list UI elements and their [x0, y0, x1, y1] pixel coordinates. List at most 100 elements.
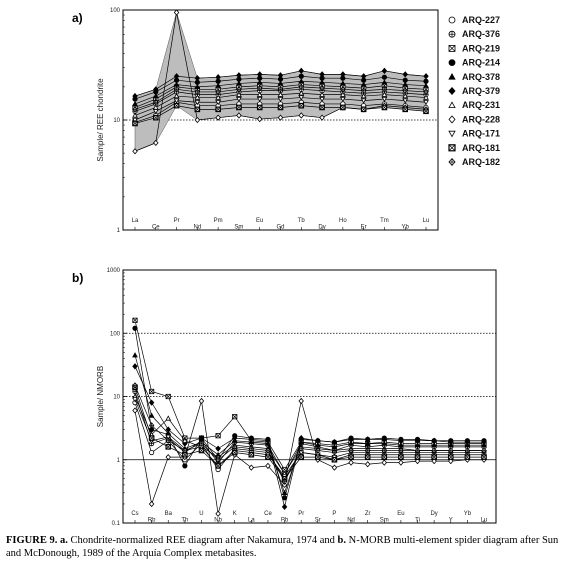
data-point-shape: [165, 434, 172, 440]
data-point: [215, 100, 222, 106]
data-point-d2: [381, 454, 387, 460]
data-point: [152, 93, 159, 99]
data-point-shape: [348, 436, 354, 443]
data-point: [132, 407, 138, 414]
data-point-d2: [149, 435, 155, 441]
data-point-shape: [298, 112, 305, 119]
data-point-d2: [149, 389, 155, 394]
data-point-shape: [256, 71, 263, 78]
category-label-dy: Dy: [430, 511, 437, 517]
data-point: [148, 435, 155, 441]
data-point-shape: [464, 438, 471, 446]
legend-label: ARQ-214: [462, 58, 500, 68]
panel-label-a: a): [72, 11, 83, 25]
data-point: [423, 88, 429, 96]
data-point-shape: [402, 93, 409, 99]
data-point-shape: [315, 437, 321, 444]
data-point: [348, 459, 354, 466]
data-point: [236, 72, 242, 79]
legend-marker-shape: [448, 115, 456, 124]
data-point: [364, 461, 371, 468]
caption-part-a-label: a.: [59, 535, 68, 546]
data-point: [236, 112, 242, 119]
series-arq-228: [132, 397, 487, 517]
data-point: [281, 481, 288, 489]
data-point-shape: [215, 82, 222, 88]
category-label-dy: Dy: [318, 225, 325, 231]
series-line: [134, 355, 484, 494]
data-point-shape: [281, 481, 288, 489]
data-point: [231, 443, 238, 450]
legend-marker: [448, 86, 456, 96]
data-point-shape: [194, 75, 201, 82]
series-arq-378: [132, 78, 429, 107]
data-point: [165, 434, 172, 440]
category-label-nb: Nb: [214, 518, 222, 524]
data-point-d2: [265, 454, 271, 460]
data-point: [281, 478, 288, 485]
data-point: [381, 86, 388, 93]
data-point-shape: [298, 397, 304, 405]
data-point: [315, 447, 321, 454]
data-point-d2: [365, 454, 371, 460]
data-point: [132, 92, 138, 100]
data-point: [360, 81, 367, 87]
category-label-la: La: [132, 218, 139, 224]
data-point-shape: [194, 100, 201, 106]
data-point: [447, 454, 454, 460]
legend-marker: [448, 30, 456, 38]
data-point-shape: [398, 437, 404, 444]
legend-label: ARQ-378: [462, 72, 500, 82]
data-point-shape: [152, 93, 159, 99]
data-point: [423, 94, 429, 100]
data-point-shape: [298, 95, 305, 101]
data-point: [173, 86, 180, 93]
data-point: [256, 84, 263, 92]
data-point-shape: [256, 79, 263, 85]
legend-item-arq-214: ARQ-214: [448, 58, 500, 68]
legend-item-arq-231: ARQ-231: [448, 100, 500, 110]
data-point: [381, 447, 388, 454]
data-point-shape: [132, 100, 138, 107]
data-point: [381, 436, 388, 443]
data-point-shape: [132, 363, 138, 370]
data-point-shape: [423, 82, 429, 88]
data-point-shape: [481, 438, 487, 446]
data-point: [281, 503, 288, 510]
data-point-d2: [215, 433, 221, 439]
category-label-er: Er: [361, 225, 367, 231]
data-point-shape: [173, 73, 180, 80]
data-point-shape: [165, 415, 172, 421]
series-arq-214: [132, 325, 487, 501]
series-arq-379: [132, 363, 487, 510]
category-label-ce: Ce: [152, 225, 160, 231]
data-point-shape: [215, 94, 222, 100]
data-point: [173, 9, 180, 16]
data-point-shape: [173, 98, 180, 104]
data-point: [132, 382, 138, 389]
data-point: [319, 114, 325, 121]
data-point-shape: [298, 78, 305, 84]
data-point: [348, 447, 354, 454]
data-point-d2: [215, 106, 221, 112]
data-point: [319, 84, 325, 92]
series-line: [134, 385, 484, 483]
category-label-cs: Cs: [131, 511, 138, 517]
data-point: [232, 414, 238, 420]
data-point: [381, 104, 388, 111]
data-point-d2: [361, 106, 367, 112]
data-point: [423, 73, 429, 80]
legend-marker-d2: [448, 144, 456, 152]
category-label-pm: Pm: [214, 218, 223, 224]
panel-label-b: b): [72, 271, 83, 285]
data-point: [153, 99, 159, 106]
series-arq-182: [132, 83, 429, 113]
data-point: [423, 108, 429, 115]
data-point-shape: [132, 325, 138, 331]
data-point-shape: [194, 94, 201, 100]
data-point-shape: [364, 461, 371, 468]
data-point: [165, 453, 171, 461]
data-point: [423, 100, 429, 106]
data-point: [464, 447, 471, 454]
data-point-shape: [215, 100, 222, 106]
